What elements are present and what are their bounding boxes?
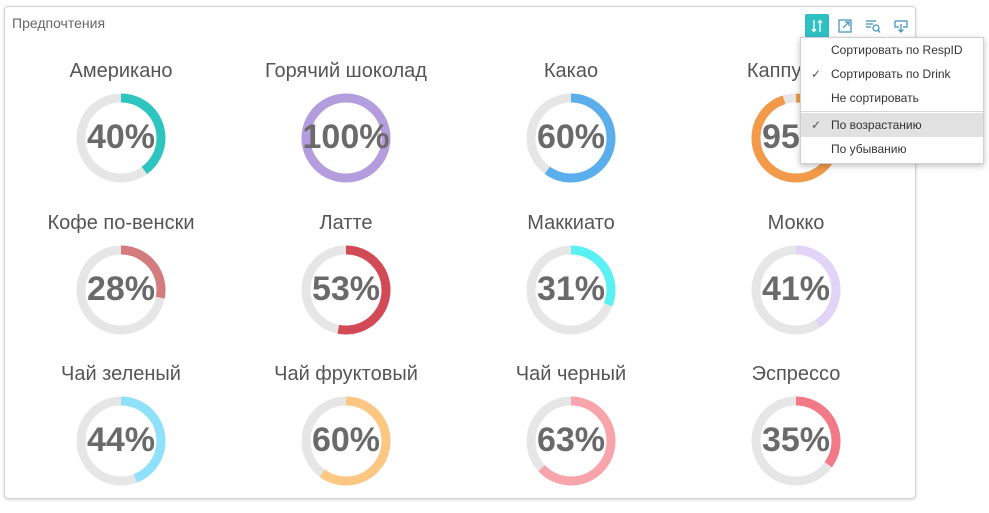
tile-value: 60% [311,421,381,459]
export-icon [894,20,908,33]
menu-item-label: По убыванию [831,142,907,156]
menu-item[interactable]: Сортировать по RespID [801,38,983,62]
donut-tile: Маккиато 31% [471,212,671,362]
sort-icon [811,19,823,33]
donut-chart [76,93,166,183]
donut-tile: Американо 40% [21,60,221,210]
tile-value: 63% [536,421,606,459]
donut-arc [301,396,391,486]
tile-label: Эспрессо [751,363,841,385]
donut-chart [526,93,616,183]
sort-button[interactable] [805,14,829,38]
tile-label: Горячий шоколад [265,60,427,82]
tile-value: 60% [536,118,606,156]
tile-value: 44% [86,421,156,459]
tile-label: Мокко [767,212,825,234]
tile-label: Американо [69,60,173,82]
menu-item-label: По возрастанию [831,118,922,132]
expand-button[interactable] [833,14,857,38]
menu-item-label: Сортировать по Drink [831,67,951,81]
tile-value: 53% [311,270,381,308]
donut-tile: Чай фруктовый 60% [246,363,446,513]
tile-label: Чай зеленый [61,363,181,385]
donut-tile: Чай зеленый 44% [21,363,221,513]
tile-value: 40% [86,118,156,156]
donut-arc [526,245,616,335]
check-icon: ✓ [811,67,822,81]
donut-chart [751,396,841,486]
tile-value: 41% [761,270,831,308]
donut-tile: Мокко 41% [696,212,896,362]
donut-chart [526,245,616,335]
donut-arc [76,245,166,335]
donut-arc [526,396,616,486]
menu-item-label: Сортировать по RespID [831,43,963,57]
donut-chart [301,93,391,183]
filter-search-icon [866,20,881,33]
menu-item[interactable]: По убыванию [801,137,983,161]
donut-chart [76,396,166,486]
tile-value: 35% [761,421,831,459]
donut-arc [751,245,841,335]
tile-value: 31% [536,270,606,308]
menu-item[interactable]: ✓ По возрастанию [801,113,983,137]
sort-menu: Сортировать по RespID ✓ Сортировать по Dri… [800,37,984,164]
donut-chart [76,245,166,335]
tile-label: Чай черный [515,363,627,385]
donut-chart [301,396,391,486]
donut-tile: Эспрессо 35% [696,363,896,513]
donut-chart [751,245,841,335]
check-icon: ✓ [811,118,822,132]
donut-chart [301,245,391,335]
tile-value: 28% [86,270,156,308]
tile-value: 100% [302,118,390,156]
expand-icon [838,19,852,33]
donut-arc [751,396,841,486]
donut-tile: Горячий шоколад 100% [246,60,446,210]
tile-label: Кофе по-венски [47,212,195,234]
donut-tile: Чай черный 63% [471,363,671,513]
menu-separator [801,111,983,112]
menu-item[interactable]: ✓ Сортировать по Drink [801,62,983,86]
menu-item-label: Не сортировать [831,91,919,105]
tile-label: Какао [543,60,599,82]
tile-label: Маккиато [527,212,615,234]
donut-tile: Латте 53% [246,212,446,362]
donut-arc [76,93,166,183]
filter-search-button[interactable] [861,14,885,38]
tile-label: Латте [319,212,373,234]
donut-arc [526,93,616,183]
menu-item[interactable]: Не сортировать [801,86,983,110]
panel-title: Предпочтения [12,15,106,31]
donut-tile: Кофе по-венски 28% [21,212,221,362]
panel-toolbar [805,14,913,38]
donut-tile: Какао 60% [471,60,671,210]
donut-chart [526,396,616,486]
donut-arc [301,245,391,335]
tile-label: Чай фруктовый [274,363,418,385]
donut-arc [76,396,166,486]
donut-arc [301,93,391,183]
export-button[interactable] [889,14,913,38]
